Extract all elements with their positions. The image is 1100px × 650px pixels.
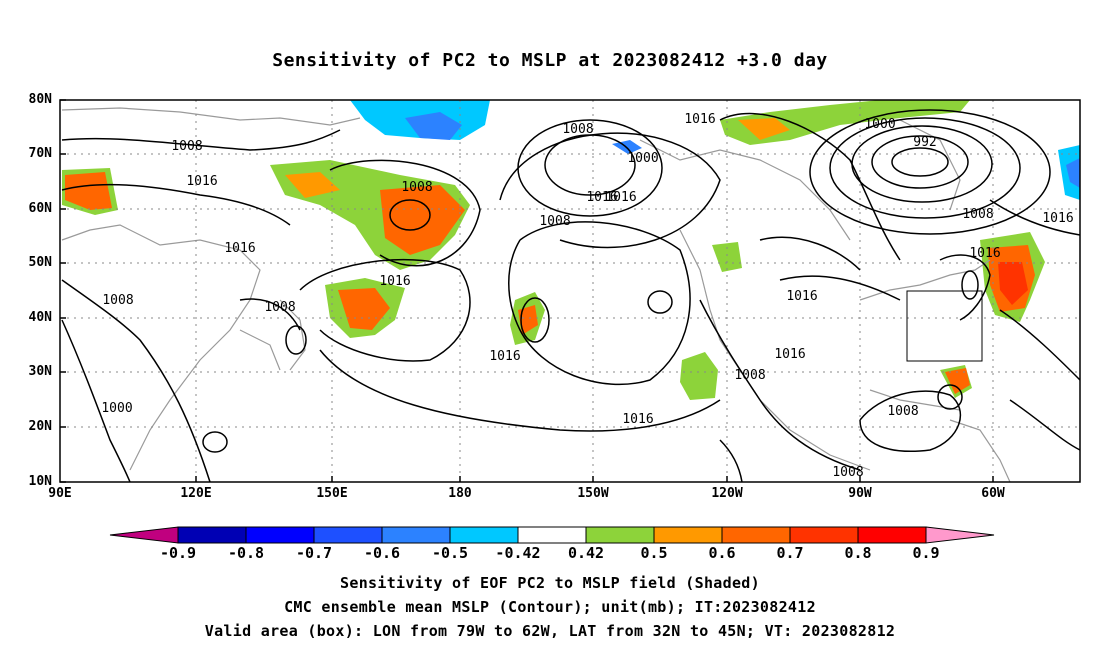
chart-title: Sensitivity of PC2 to MSLP at 2023082412… xyxy=(272,50,828,71)
lon-label: 90E xyxy=(48,486,72,501)
mslp-contours xyxy=(61,109,1081,483)
contour-label: 1016 xyxy=(684,112,715,127)
contour-labels: 1008 1016 1016 1008 1008 1016 1008 1016 … xyxy=(101,112,1073,480)
contour-label: 1016 xyxy=(224,241,255,256)
axis-ticks xyxy=(60,99,994,483)
positive-orange-caribbean xyxy=(945,368,970,394)
colorbar-arrow-high xyxy=(925,526,995,544)
colorbar-tick-label: 0.42 xyxy=(567,544,605,562)
lat-label: 30N xyxy=(28,364,52,379)
colorbar-swatch xyxy=(517,526,587,544)
footer-line-3: Valid area (box): LON from 79W to 62W, L… xyxy=(204,622,896,640)
colorbar-tick-label: 0.8 xyxy=(844,544,872,562)
positive-red-atlantic xyxy=(998,262,1028,305)
lon-label: 120W xyxy=(711,486,743,501)
colorbar-tick-label: -0.42 xyxy=(495,544,541,562)
positive-orange-siberia2 xyxy=(285,172,340,198)
lat-label: 70N xyxy=(28,146,52,161)
contour-label: 1016 xyxy=(1042,211,1073,226)
valid-area-box xyxy=(906,290,983,362)
lat-label: 10N xyxy=(28,474,52,489)
contour-label: 1008 xyxy=(401,180,432,195)
contour-label: 1008 xyxy=(734,368,765,383)
contour-label: 1016 xyxy=(605,190,636,205)
positive-region-baja xyxy=(680,352,718,400)
lat-label: 40N xyxy=(28,310,52,325)
lon-label: 180 xyxy=(448,486,472,501)
colorbar-swatch xyxy=(653,526,723,544)
colorbar-swatch xyxy=(177,526,247,544)
colorbar xyxy=(109,526,995,544)
positive-orange-kuril xyxy=(338,288,390,330)
colorbar-swatch xyxy=(789,526,859,544)
contour-label: 1016 xyxy=(489,349,520,364)
negative-core-arctic xyxy=(405,112,462,140)
lon-label: 90W xyxy=(848,486,872,501)
positive-region-rockies xyxy=(712,242,742,272)
contour-label: 1016 xyxy=(622,412,653,427)
lat-label: 60N xyxy=(28,201,52,216)
contour-label: 1000 xyxy=(627,151,658,166)
positive-orange-pacific xyxy=(518,305,538,335)
colorbar-tick-label: -0.5 xyxy=(431,544,469,562)
contour-label: 1016 xyxy=(586,190,617,205)
contour-label: 1008 xyxy=(102,293,133,308)
contour-label: 1008 xyxy=(887,404,918,419)
contour-label: 1008 xyxy=(539,214,570,229)
colorbar-swatch xyxy=(313,526,383,544)
colorbar-tick-label: -0.7 xyxy=(295,544,333,562)
contour-label: 1008 xyxy=(171,139,202,154)
negative-core-greenland-east xyxy=(1066,158,1080,188)
lat-label: 80N xyxy=(28,92,52,107)
colorbar-tick-label: -0.6 xyxy=(363,544,401,562)
contour-label: 1008 xyxy=(562,122,593,137)
lon-label: 150E xyxy=(316,486,348,501)
contour-label: 1016 xyxy=(969,246,1000,261)
colorbar-tick-label: 0.5 xyxy=(640,544,668,562)
lon-label: 60W xyxy=(981,486,1005,501)
lat-label: 20N xyxy=(28,419,52,434)
contour-label: 1008 xyxy=(264,300,295,315)
contour-label: 1016 xyxy=(774,347,805,362)
colorbar-swatch xyxy=(857,526,927,544)
lat-label: 50N xyxy=(28,255,52,270)
colorbar-swatch xyxy=(585,526,655,544)
colorbar-tick-label: 0.9 xyxy=(912,544,940,562)
colorbar-tick-label: -0.8 xyxy=(227,544,265,562)
colorbar-tick-label: -0.9 xyxy=(159,544,197,562)
map-frame xyxy=(59,99,1081,483)
contour-label: 1016 xyxy=(786,289,817,304)
colorbar-swatch xyxy=(721,526,791,544)
colorbar-swatch xyxy=(449,526,519,544)
gridlines xyxy=(60,100,1080,482)
positive-orange-west xyxy=(65,172,112,210)
coastlines xyxy=(61,107,1011,483)
contour-label: 1000 xyxy=(864,117,895,132)
lon-label: 120E xyxy=(180,486,212,501)
contour-label: 1008 xyxy=(962,207,993,222)
colorbar-swatch xyxy=(245,526,315,544)
contour-label: 1008 xyxy=(832,465,863,480)
positive-orange-alaska xyxy=(738,118,790,140)
colorbar-swatch xyxy=(381,526,451,544)
colorbar-tick-label: 0.7 xyxy=(776,544,804,562)
footer-line-1: Sensitivity of EOF PC2 to MSLP field (Sh… xyxy=(340,574,760,592)
lon-label: 150W xyxy=(577,486,609,501)
contour-label: 992 xyxy=(913,135,936,150)
contour-label: 1016 xyxy=(186,174,217,189)
contour-label: 1016 xyxy=(379,274,410,289)
colorbar-tick-label: 0.6 xyxy=(708,544,736,562)
contour-label: 1000 xyxy=(101,401,132,416)
footer-line-2: CMC ensemble mean MSLP (Contour); unit(m… xyxy=(284,598,816,616)
positive-orange-siberia xyxy=(380,185,465,255)
colorbar-arrow-low xyxy=(109,526,179,544)
